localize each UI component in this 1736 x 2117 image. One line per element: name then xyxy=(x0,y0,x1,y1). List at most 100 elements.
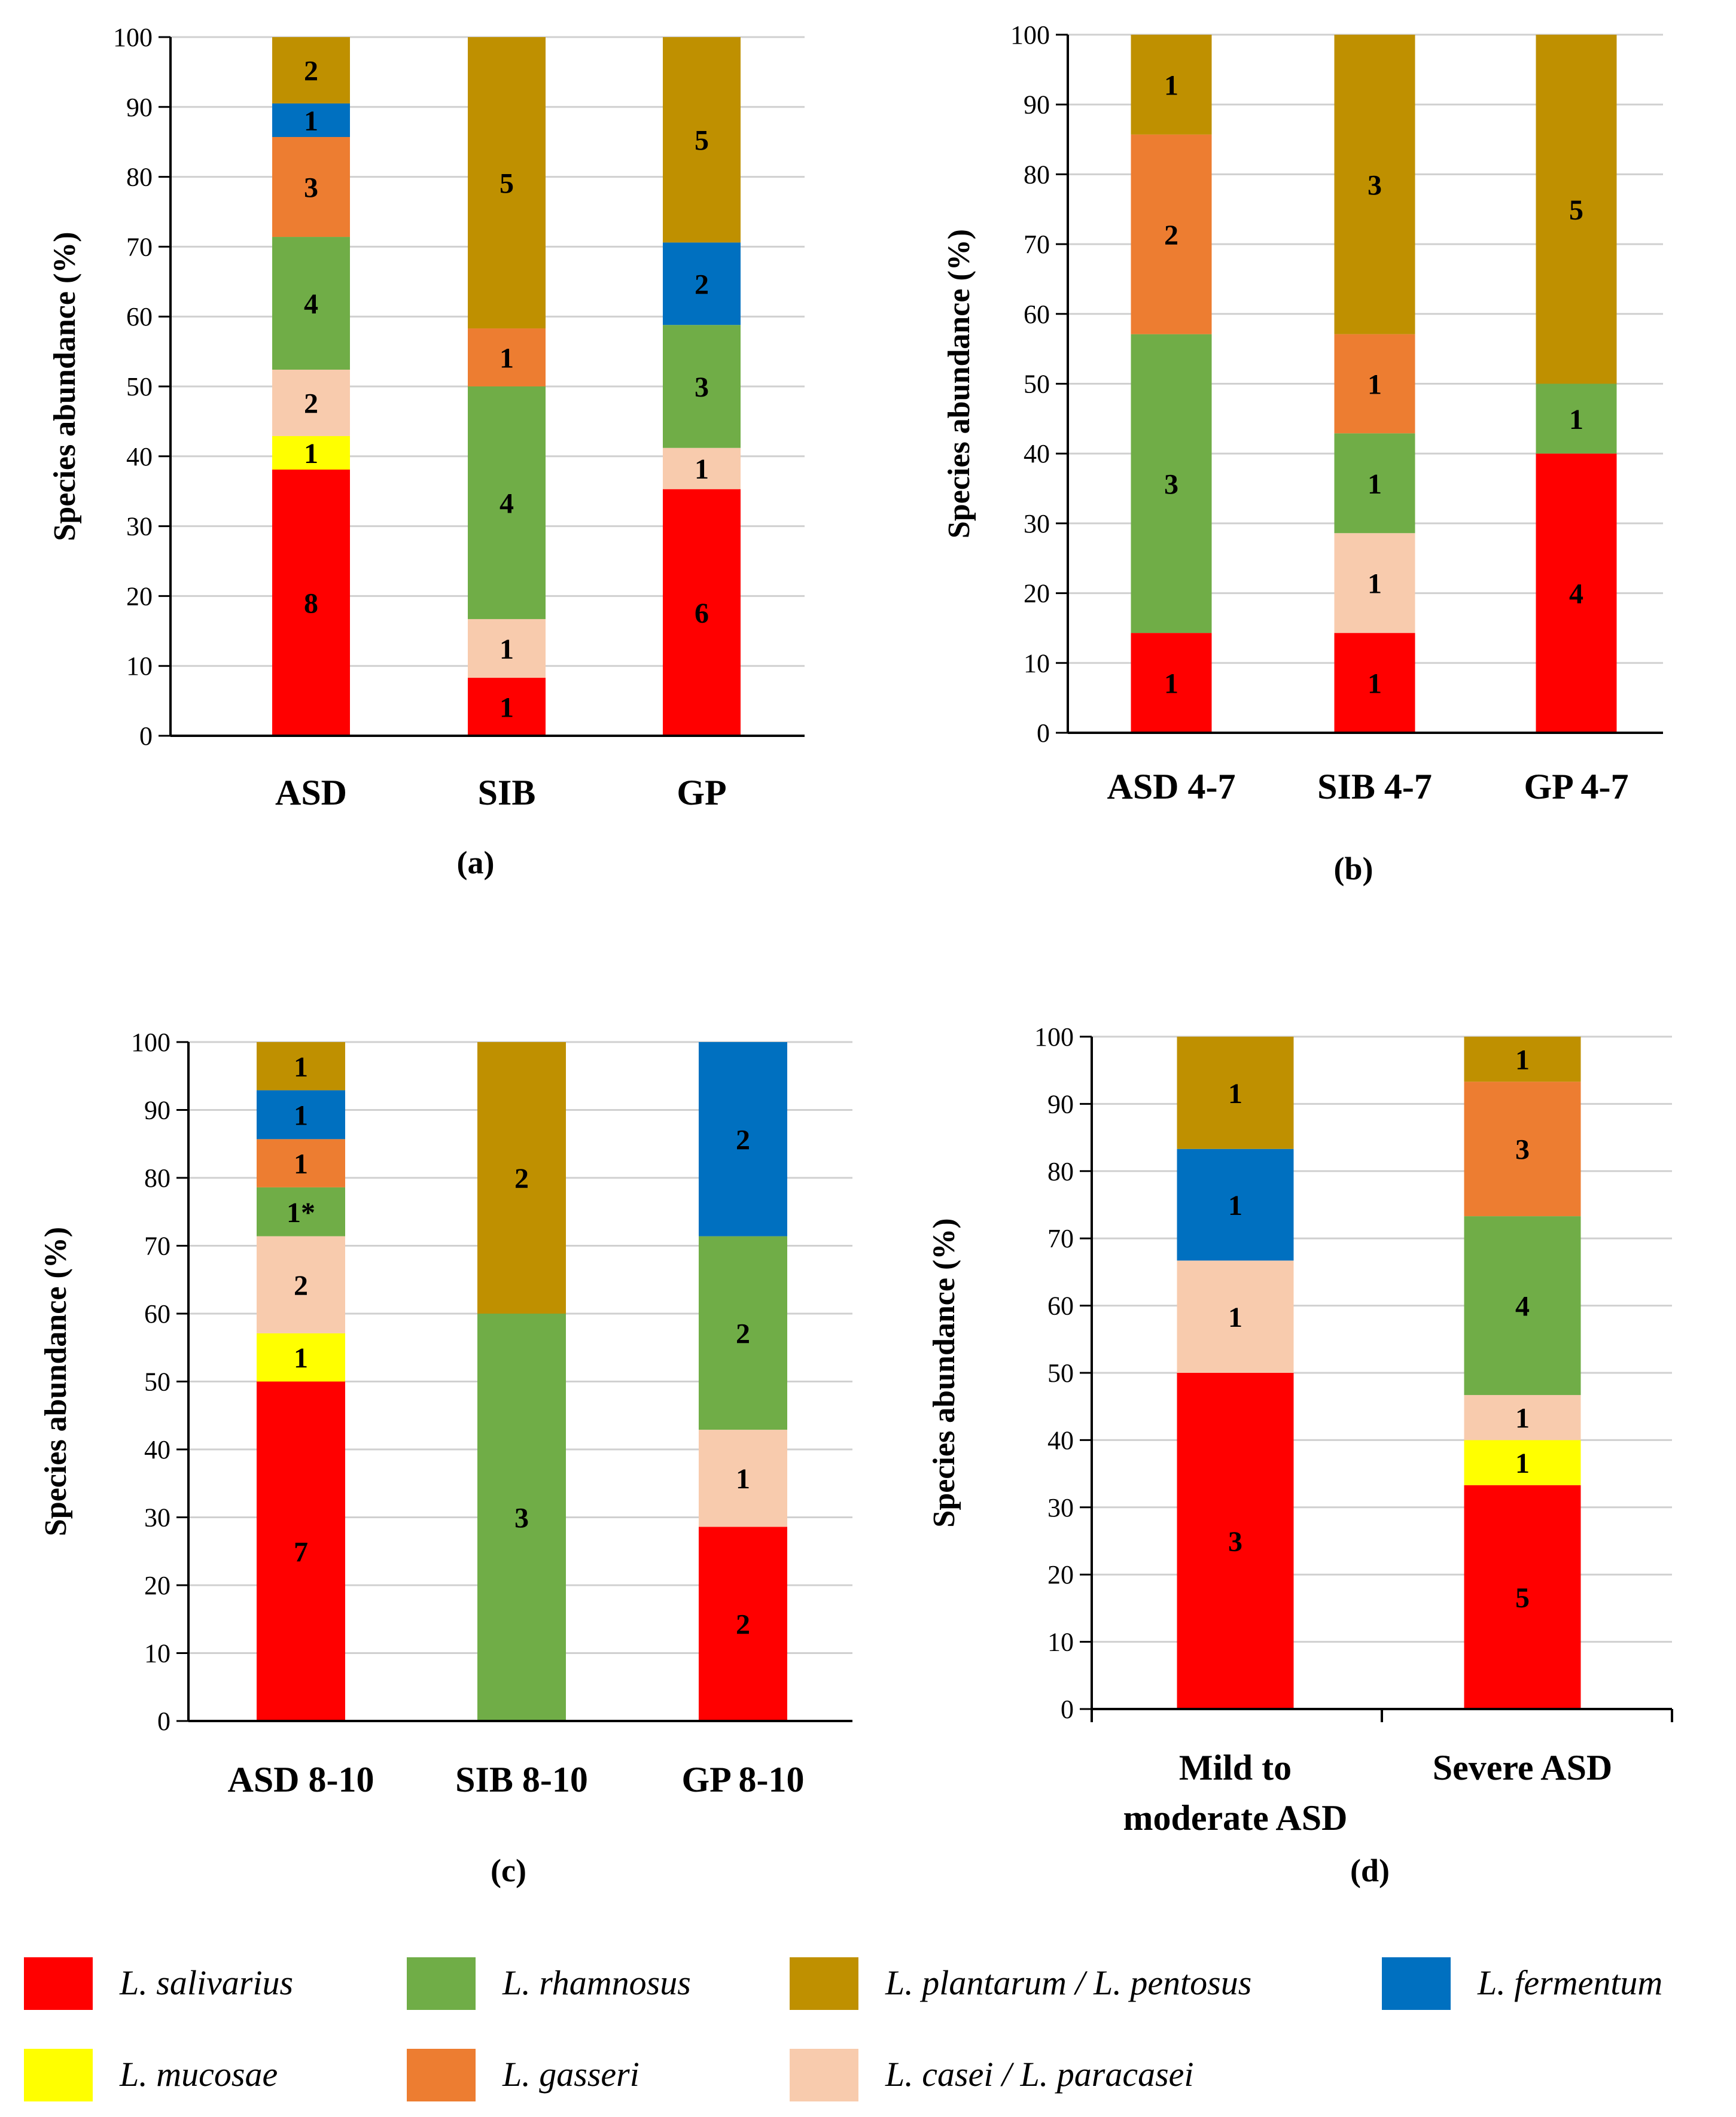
chart-panel-a: 0 10 20 30 40 50 60 70 80 90 100 8 1 2 4 3 1 2 1 1 4 1 5 6 1 3 2 5 A… xyxy=(48,23,805,881)
segment-count-label: 1 xyxy=(500,692,514,724)
legend-item-l-rhamnosus: L. rhamnosus xyxy=(407,1957,691,2010)
y-tick-label: 0 xyxy=(1061,1695,1074,1724)
segment-count-label: 1* xyxy=(287,1197,315,1229)
bar-segment-l-casei-l-paracasei xyxy=(257,1236,345,1333)
y-tick-label: 50 xyxy=(1047,1358,1074,1388)
segment-count-label: 1 xyxy=(736,1463,750,1495)
segment-count-label: 2 xyxy=(736,1609,750,1641)
y-tick-label: 80 xyxy=(1047,1157,1074,1186)
x-category-label: ASD xyxy=(275,773,347,812)
segment-count-label: 2 xyxy=(294,1270,308,1302)
segment-count-label: 1 xyxy=(294,1099,308,1131)
legend-swatch xyxy=(24,2049,93,2101)
segment-count-label: 1 xyxy=(294,1051,308,1083)
legend-label: L. casei / L. paracasei xyxy=(885,2055,1194,2094)
panel-label: (b) xyxy=(1334,851,1373,887)
y-tick-label: 70 xyxy=(126,232,153,261)
segment-count-label: 1 xyxy=(1368,369,1382,401)
segment-count-label: 3 xyxy=(1515,1134,1530,1166)
bar-segment-l-casei-l-paracasei xyxy=(272,369,350,436)
x-category-label: SIB xyxy=(478,773,536,812)
y-tick-label: 80 xyxy=(144,1163,170,1193)
y-tick-label: 10 xyxy=(126,651,153,681)
bar-asd-4-7: 1 3 2 1 xyxy=(1131,35,1212,733)
bar-segment-l-plantarum-l-pentosus xyxy=(1131,35,1212,135)
bar-segment-l-mucosae xyxy=(257,1333,345,1382)
y-tick-label: 60 xyxy=(126,302,153,331)
y-tick-label: 30 xyxy=(1024,509,1050,538)
y-tick-label: 70 xyxy=(1047,1224,1074,1253)
segment-count-label: 4 xyxy=(1569,578,1583,610)
legend-item-l-salivarius: L. salivarius xyxy=(24,1957,293,2010)
y-axis-title: Species abundance (%) xyxy=(942,229,976,538)
legend-label: L. fermentum xyxy=(1477,1963,1662,2002)
legend-swatch xyxy=(790,2049,858,2101)
bar-segment-l-plantarum-l-pentosus xyxy=(477,1042,566,1314)
bar-segment-l-casei-l-paracasei xyxy=(699,1430,787,1527)
y-tick-label: 80 xyxy=(126,163,153,192)
y-tick-label: 70 xyxy=(144,1232,170,1261)
bar-segment-l-gasseri xyxy=(468,328,546,386)
bar-segment-l-fermentum xyxy=(257,1090,345,1140)
bar-segment-l-plantarum-l-pentosus xyxy=(663,37,741,243)
bar-segment-l-salivarius xyxy=(468,678,546,736)
y-tick-label: 20 xyxy=(144,1571,170,1600)
y-tick-label: 30 xyxy=(126,512,153,541)
x-category-label: ASD 8-10 xyxy=(227,1760,374,1799)
bar-segment-l-rhamnosus xyxy=(699,1236,787,1430)
segment-count-label: 1 xyxy=(1515,1403,1530,1434)
bar-segment-l-gasseri xyxy=(1131,134,1212,334)
segment-count-label: 1 xyxy=(1228,1078,1242,1110)
bar-gp: 6 1 3 2 5 xyxy=(663,37,741,736)
panel-label: (c) xyxy=(491,1853,526,1888)
bar-segment-l-gasseri xyxy=(257,1139,345,1187)
x-category-label: GP 4-7 xyxy=(1524,767,1629,806)
bar-segment-l-casei-l-paracasei xyxy=(1177,1260,1294,1373)
segment-count-label: 2 xyxy=(304,55,318,87)
y-tick-label: 60 xyxy=(1024,300,1050,329)
segment-count-label: 7 xyxy=(294,1536,308,1568)
bar-segment-l-rhamnosus xyxy=(477,1314,566,1721)
segment-count-label: 2 xyxy=(304,388,318,419)
y-tick-label: 90 xyxy=(144,1096,170,1125)
chart-panel-c: 01020304050607080901007121*111322122ASD … xyxy=(39,1028,852,1888)
y-axis-title: Species abundance (%) xyxy=(927,1218,961,1527)
segment-count-label: 1 xyxy=(500,343,514,374)
bar-segment-l-rhamnosus xyxy=(1464,1216,1581,1396)
segment-count-label: 1 xyxy=(695,453,709,485)
bar-segment-l-gasseri xyxy=(272,137,350,237)
bar-segment-l-plantarum-l-pentosus xyxy=(468,37,546,329)
segment-count-label: 2 xyxy=(736,1124,750,1156)
segment-count-label: 1 xyxy=(1368,568,1382,600)
x-category-label: GP 8-10 xyxy=(682,1760,805,1799)
segment-count-label: 3 xyxy=(1368,169,1382,201)
bar-segment-l-fermentum xyxy=(699,1042,787,1236)
y-axis-title: Species abundance (%) xyxy=(39,1227,73,1536)
segment-count-label: 8 xyxy=(304,587,318,619)
bar-segment-l-plantarum-l-pentosus xyxy=(1464,1037,1581,1082)
legend-swatch xyxy=(407,1957,476,2010)
bar-segment-l-plantarum-l-pentosus xyxy=(1177,1037,1294,1149)
y-tick-label: 50 xyxy=(144,1367,170,1397)
bar-segment-l-salivarius xyxy=(663,489,741,736)
y-tick-label: 50 xyxy=(126,372,153,401)
y-tick-label: 60 xyxy=(1047,1291,1074,1321)
legend-label: L. rhamnosus xyxy=(502,1963,691,2002)
y-tick-label: 80 xyxy=(1024,160,1050,189)
bar-segment-l-rhamnosus xyxy=(468,386,546,619)
y-tick-label: 50 xyxy=(1024,370,1050,399)
bar-segment-l-rhamnosus xyxy=(257,1187,345,1236)
y-tick-label: 40 xyxy=(144,1435,170,1464)
y-tick-label: 20 xyxy=(1047,1560,1074,1589)
segment-count-label: 1 xyxy=(304,438,318,470)
bar-segment-l-fermentum xyxy=(272,103,350,138)
x-category-label: ASD 4-7 xyxy=(1107,767,1235,806)
y-tick-label: 20 xyxy=(126,581,153,611)
y-tick-label: 10 xyxy=(1024,648,1050,678)
segment-count-label: 2 xyxy=(1164,220,1178,251)
y-tick-label: 100 xyxy=(131,1028,170,1057)
segment-count-label: 3 xyxy=(695,371,709,403)
segment-count-label: 1 xyxy=(1515,1448,1530,1479)
segment-count-label: 4 xyxy=(500,488,514,519)
